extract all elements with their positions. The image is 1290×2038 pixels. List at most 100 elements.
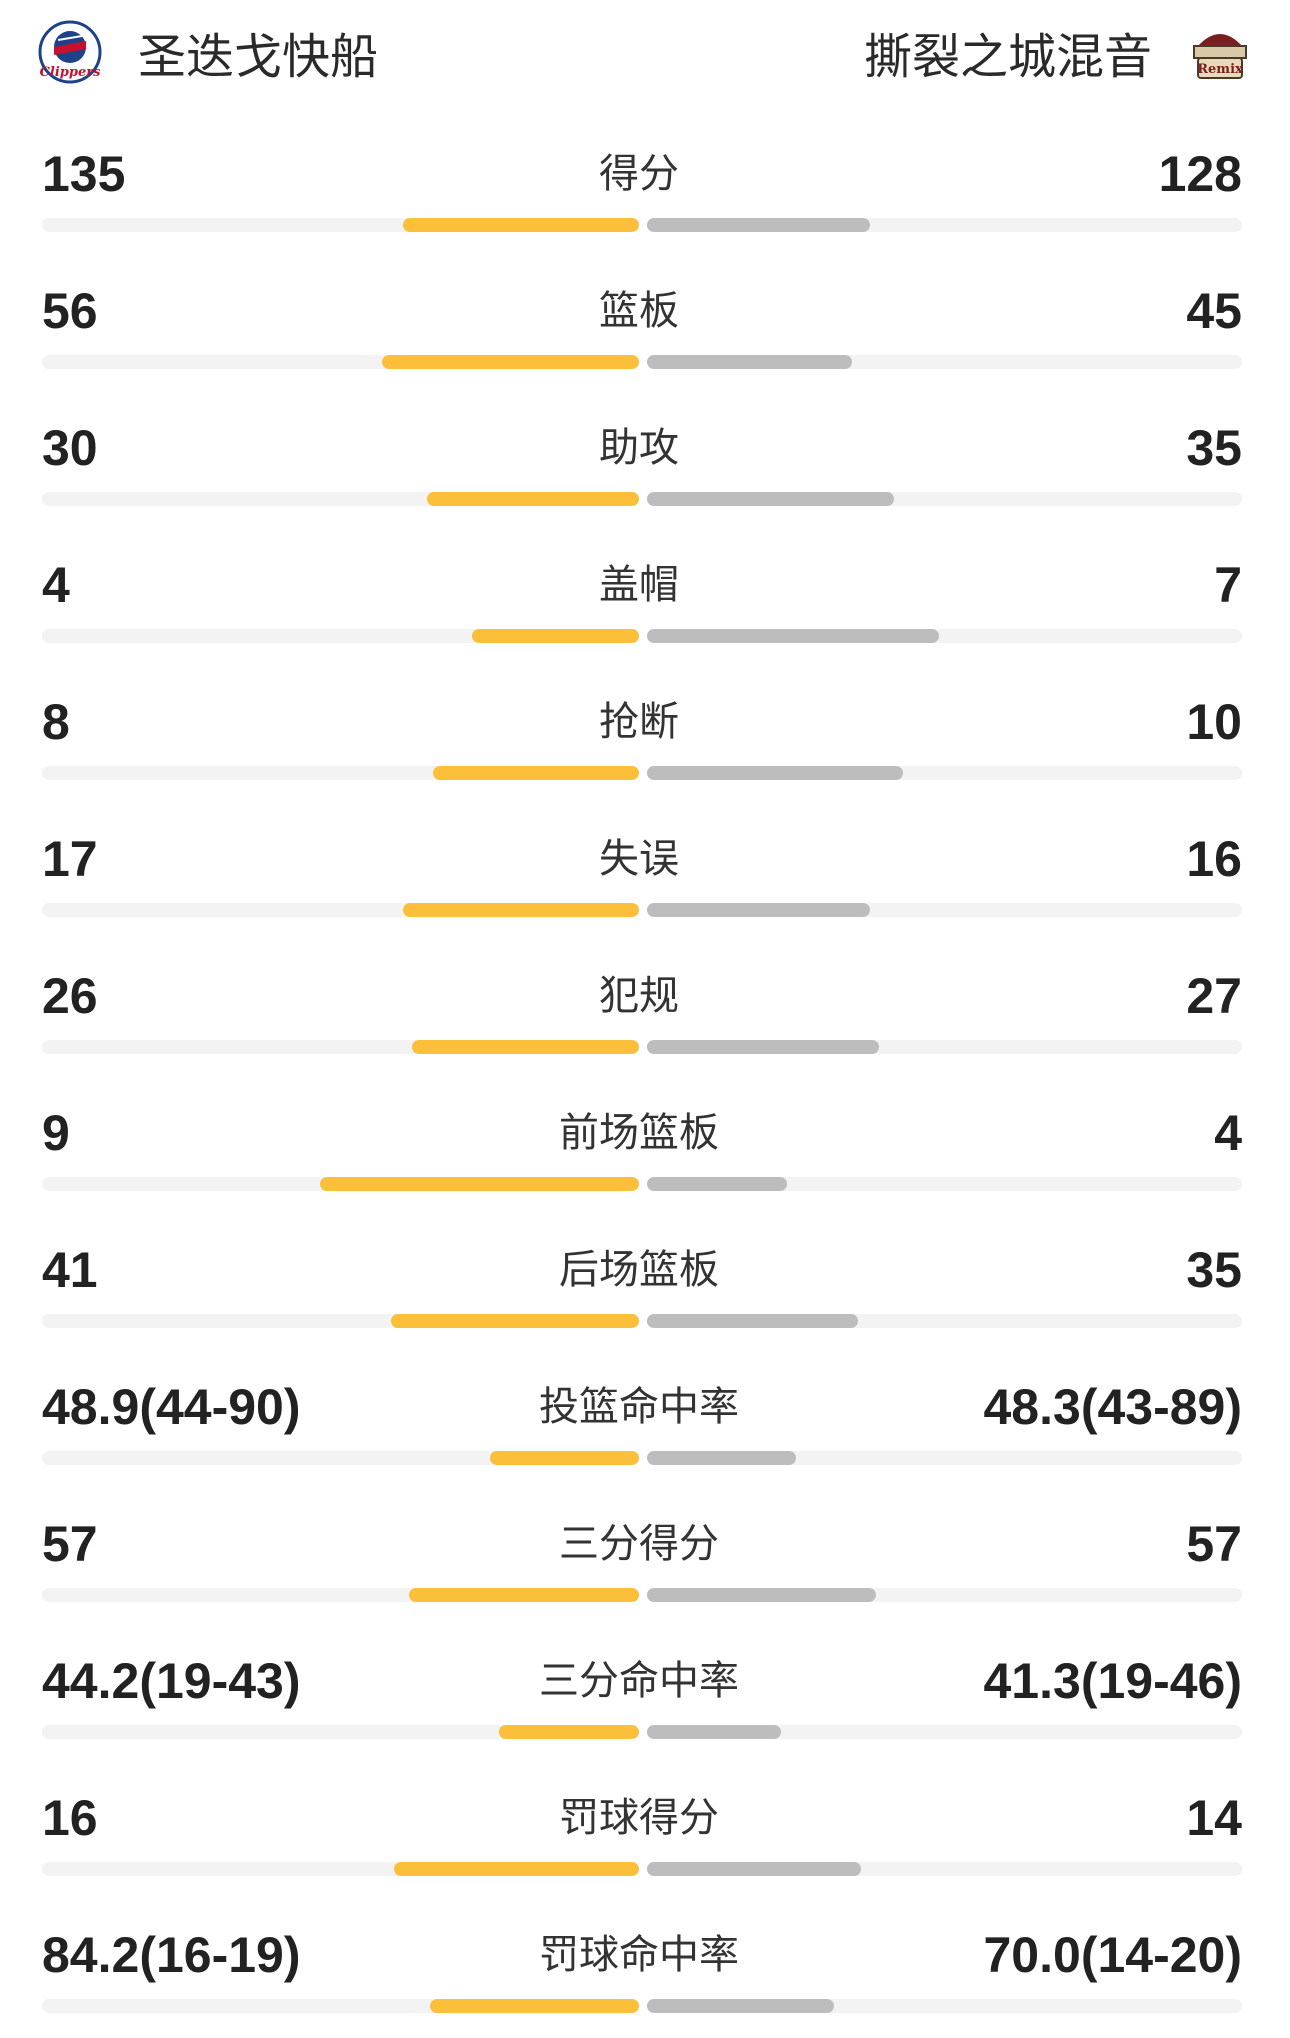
away-team-name: 撕裂之城混音 <box>863 31 1152 84</box>
stat-label-text: 抢断 <box>599 700 679 744</box>
away-bar-track <box>647 1725 1242 1739</box>
away-stat-value: 35 <box>1186 420 1242 476</box>
away-stat-value: 14 <box>1186 1790 1242 1846</box>
stat-row: 57 三分得分 57 <box>0 1474 1290 1611</box>
home-team-name: 圣迭戈快船 <box>138 31 379 84</box>
away-stat-value: 35 <box>1186 1242 1242 1298</box>
stat-label-text: 失误 <box>599 837 679 881</box>
stat-row: 17 失误 16 <box>0 789 1290 926</box>
home-stat-bar <box>499 1725 639 1739</box>
away-stat-bar <box>647 218 870 232</box>
away-stat-value: 128 <box>1158 146 1242 202</box>
away-stat-value: 7 <box>1214 557 1242 613</box>
stat-label-text: 得分 <box>599 152 679 196</box>
home-team[interactable]: Clippers 圣迭戈快船 <box>38 18 378 86</box>
remix-logo-icon: Remix <box>1193 34 1247 79</box>
stat-row: 48.9(44-90) 投篮命中率 48.3(43-89) <box>0 1337 1290 1474</box>
stat-label: 三分得分 <box>0 1518 1290 1570</box>
home-stat-value: 30 <box>42 420 98 476</box>
stat-row: 30 助攻 35 <box>0 378 1290 515</box>
stat-label-text: 犯规 <box>599 974 679 1018</box>
home-stat-bar <box>427 492 639 506</box>
home-stat-value: 41 <box>42 1242 98 1298</box>
away-team[interactable]: 撕裂之城混音 Remix <box>864 18 1252 86</box>
clippers-logo-icon: Clippers <box>38 20 102 84</box>
stat-row: 56 篮板 45 <box>0 241 1290 378</box>
home-stat-value: 44.2(19-43) <box>42 1653 301 1709</box>
home-stat-bar <box>433 766 639 780</box>
stat-label-text: 后场篮板 <box>559 1248 719 1292</box>
away-stat-bar <box>647 1588 876 1602</box>
away-stat-bar <box>647 1862 861 1876</box>
home-stat-bar <box>394 1862 639 1876</box>
away-stat-bar <box>647 903 870 917</box>
stat-label: 罚球得分 <box>0 1792 1290 1844</box>
home-bar-track <box>42 1725 639 1739</box>
home-stat-value: 17 <box>42 831 98 887</box>
home-stat-value: 9 <box>42 1105 70 1161</box>
svg-text:Clippers: Clippers <box>40 65 102 80</box>
home-stat-value: 135 <box>42 146 126 202</box>
away-stat-bar <box>647 1451 796 1465</box>
away-stat-value: 10 <box>1186 694 1242 750</box>
stat-row: 135 得分 128 <box>0 104 1290 241</box>
away-stat-bar <box>647 1999 834 2013</box>
away-stat-bar <box>647 766 903 780</box>
stat-label: 得分 <box>0 148 1290 200</box>
home-stat-value: 48.9(44-90) <box>42 1379 301 1435</box>
stats-comparison-list: 135 得分 128 56 篮板 45 30 助攻 35 4 盖帽 7 8 抢断 10 17 失误 16 26 犯规 2… <box>0 104 1290 2022</box>
stat-label-text: 投篮命中率 <box>539 1385 739 1429</box>
stat-row: 16 罚球得分 14 <box>0 1748 1290 1885</box>
stat-label: 犯规 <box>0 970 1290 1022</box>
away-stat-value: 27 <box>1186 968 1242 1024</box>
home-stat-value: 4 <box>42 557 70 613</box>
stat-row: 9 前场篮板 4 <box>0 1063 1290 1200</box>
away-stat-value: 57 <box>1186 1516 1242 1572</box>
stat-label: 助攻 <box>0 422 1290 474</box>
home-stat-value: 16 <box>42 1790 98 1846</box>
stat-label: 篮板 <box>0 285 1290 337</box>
team-header: Clippers 圣迭戈快船 撕裂之城混音 Remix <box>0 0 1290 104</box>
stat-row: 26 犯规 27 <box>0 926 1290 1063</box>
stat-label-text: 罚球得分 <box>559 1796 719 1840</box>
away-stat-bar <box>647 492 894 506</box>
stat-row: 84.2(16-19) 罚球命中率 70.0(14-20) <box>0 1885 1290 2022</box>
home-stat-bar <box>490 1451 639 1465</box>
home-stat-value: 8 <box>42 694 70 750</box>
home-stat-bar <box>391 1314 639 1328</box>
home-stat-value: 84.2(16-19) <box>42 1927 301 1983</box>
away-stat-value: 41.3(19-46) <box>983 1653 1243 1709</box>
home-stat-bar <box>320 1177 639 1191</box>
stat-label-text: 前场篮板 <box>559 1111 719 1155</box>
away-stat-bar <box>647 1314 858 1328</box>
svg-text:Remix: Remix <box>1197 62 1243 77</box>
away-stat-value: 16 <box>1186 831 1242 887</box>
stat-row: 8 抢断 10 <box>0 652 1290 789</box>
home-stat-value: 56 <box>42 283 98 339</box>
stat-label-text: 盖帽 <box>599 563 679 607</box>
away-bar-track <box>647 1177 1242 1191</box>
home-stat-bar <box>382 355 639 369</box>
stat-label-text: 篮板 <box>599 289 679 333</box>
away-stat-bar <box>647 1177 787 1191</box>
home-bar-track <box>42 1451 639 1465</box>
away-stat-bar <box>647 355 852 369</box>
away-stat-bar <box>647 1725 781 1739</box>
stat-row: 4 盖帽 7 <box>0 515 1290 652</box>
home-stat-bar <box>430 1999 639 2013</box>
away-stat-value: 48.3(43-89) <box>983 1379 1243 1435</box>
away-stat-value: 45 <box>1186 283 1242 339</box>
stat-label: 前场篮板 <box>0 1107 1290 1159</box>
stat-label: 抢断 <box>0 696 1290 748</box>
stat-label-text: 三分得分 <box>559 1522 719 1566</box>
stat-row: 41 后场篮板 35 <box>0 1200 1290 1337</box>
stat-label: 失误 <box>0 833 1290 885</box>
away-stat-bar <box>647 1040 879 1054</box>
away-bar-track <box>647 1451 1242 1465</box>
home-stat-bar <box>403 218 639 232</box>
home-stat-bar <box>409 1588 639 1602</box>
stat-label-text: 罚球命中率 <box>539 1933 739 1977</box>
home-stat-bar <box>472 629 639 643</box>
home-stat-value: 57 <box>42 1516 98 1572</box>
home-stat-bar <box>412 1040 639 1054</box>
